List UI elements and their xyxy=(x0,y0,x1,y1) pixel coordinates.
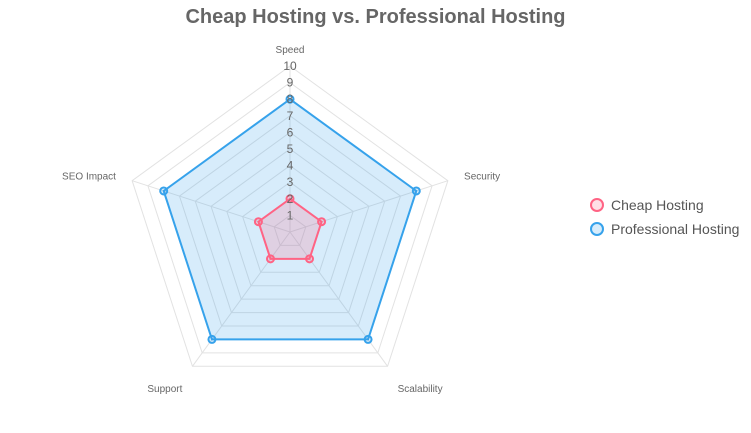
grid-ring xyxy=(273,214,307,246)
chart-title: Cheap Hosting vs. Professional Hosting xyxy=(185,6,566,28)
data-point-cheap-hosting-speed[interactable] xyxy=(285,194,295,204)
grid-layer xyxy=(131,65,449,367)
grid-ring xyxy=(131,65,449,367)
data-point-professional-hosting-support[interactable] xyxy=(207,334,217,344)
data-point-professional-hosting-speed[interactable] xyxy=(285,94,295,104)
series-area-professional-hosting xyxy=(162,97,418,341)
grid-spoke xyxy=(289,231,388,367)
tick-label: 5 xyxy=(287,142,294,156)
grid-ring xyxy=(226,164,354,287)
tick-label: 10 xyxy=(283,59,297,73)
grid-ring xyxy=(210,148,370,300)
legend-label: Professional Hosting xyxy=(611,221,740,237)
legend-label: Cheap Hosting xyxy=(611,197,704,213)
data-point-cheap-hosting-security[interactable] xyxy=(317,217,327,227)
tick-label: 3 xyxy=(287,175,294,189)
data-point-cheap-hosting-support[interactable] xyxy=(265,254,275,264)
label-layer: 1 2 3 4 5 6 7 8 9 10 Speed Security Scalability Suppo… xyxy=(62,45,500,395)
grid-ring xyxy=(147,81,433,354)
legend-swatch-professional-hosting xyxy=(590,222,604,236)
legend-swatch-cheap-hosting xyxy=(590,198,604,212)
tick-label: 2 xyxy=(287,192,294,206)
data-point-cheap-hosting-seo-impact[interactable] xyxy=(253,217,263,227)
data-point-professional-hosting-seo-impact[interactable] xyxy=(159,186,169,196)
legend-item-professional-hosting[interactable]: Professional Hosting xyxy=(590,217,739,241)
legend-item-cheap-hosting[interactable]: Cheap Hosting xyxy=(590,193,739,217)
category-label-speed: Speed xyxy=(276,45,305,56)
category-label-seo-impact: SEO Impact xyxy=(62,171,116,182)
series-layer xyxy=(159,94,421,344)
data-point-professional-hosting-security[interactable] xyxy=(411,186,421,196)
tick-label: 6 xyxy=(287,125,294,139)
category-label-security: Security xyxy=(464,171,500,182)
grid-spoke xyxy=(131,180,291,233)
grid-ring xyxy=(242,181,338,273)
tick-label: 8 xyxy=(287,92,294,106)
grid-spoke xyxy=(192,231,291,367)
data-point-professional-hosting-scalability[interactable] xyxy=(363,334,373,344)
tick-label: 9 xyxy=(287,76,294,90)
tick-label: 1 xyxy=(287,208,294,222)
data-point-cheap-hosting-scalability[interactable] xyxy=(305,254,315,264)
series-area-cheap-hosting xyxy=(257,197,323,260)
grid-ring xyxy=(194,131,386,314)
category-label-scalability: Scalability xyxy=(398,384,443,395)
tick-label: 7 xyxy=(287,109,294,123)
grid-ring xyxy=(178,115,402,327)
grid-spoke xyxy=(289,180,449,233)
category-label-support: Support xyxy=(147,384,182,395)
tick-label: 4 xyxy=(287,159,294,173)
legend: Cheap Hosting Professional Hosting xyxy=(590,193,739,241)
